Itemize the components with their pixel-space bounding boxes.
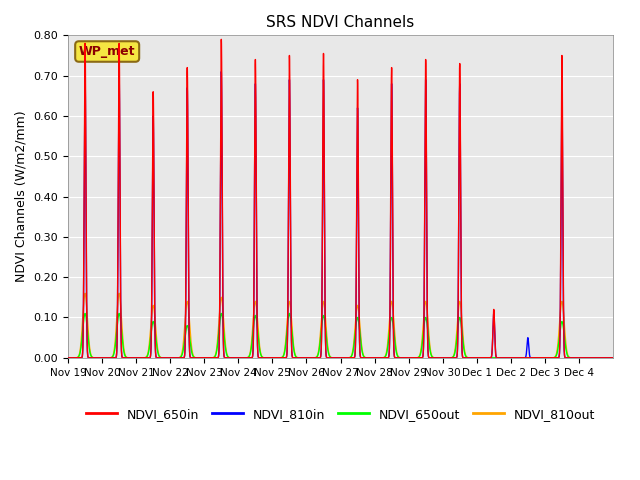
Y-axis label: NDVI Channels (W/m2/mm): NDVI Channels (W/m2/mm): [15, 111, 28, 282]
Text: WP_met: WP_met: [79, 45, 136, 58]
Legend: NDVI_650in, NDVI_810in, NDVI_650out, NDVI_810out: NDVI_650in, NDVI_810in, NDVI_650out, NDV…: [81, 403, 600, 426]
Title: SRS NDVI Channels: SRS NDVI Channels: [266, 15, 415, 30]
